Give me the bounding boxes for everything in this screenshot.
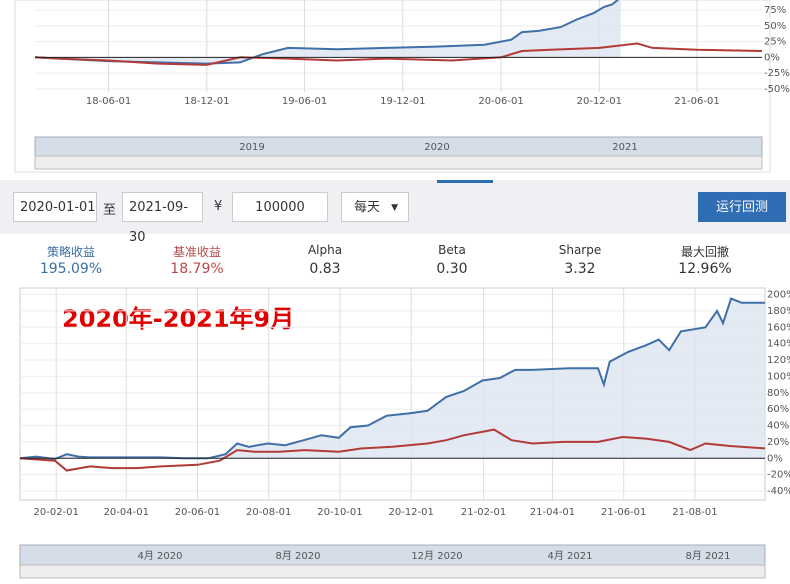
y-tick-label: 200% — [767, 290, 790, 301]
x-tick-label: 20-10-01 — [317, 507, 362, 518]
navigator-label: 2021 — [612, 142, 637, 153]
x-tick-label: 18-12-01 — [184, 96, 229, 107]
frequency[interactable]: 每天 ▼ — [341, 192, 409, 222]
x-tick-label: 21-06-01 — [674, 96, 719, 107]
x-tick-label: 20-06-01 — [478, 96, 523, 107]
x-tick-label: 19-12-01 — [380, 96, 425, 107]
x-tick-label: 20-06-01 — [175, 507, 220, 518]
stat-value: 18.79% — [170, 261, 224, 277]
top-frame — [14, 0, 771, 173]
stat-label: Sharpe — [558, 243, 602, 257]
x-tick-label: 20-12-01 — [577, 96, 622, 107]
x-tick-label: 20-12-01 — [388, 507, 433, 518]
series-line — [20, 297, 765, 461]
x-tick-label: 19-06-01 — [282, 96, 327, 107]
y-tick-label: 140% — [767, 339, 790, 350]
y-tick-label: -50% — [764, 84, 790, 95]
start-date[interactable]: 2020-01-01 — [13, 192, 97, 222]
x-tick-label: 20-08-01 — [246, 507, 291, 518]
y-tick-label: -20% — [767, 470, 790, 481]
series-line — [20, 428, 765, 472]
navigator-label: 4月 2020 — [138, 550, 183, 562]
x-tick-label: 20-04-01 — [104, 507, 149, 518]
navigator-bottom — [19, 544, 766, 566]
x-tick-label: 21-08-01 — [672, 507, 717, 518]
x-tick-label: 21-02-01 — [461, 507, 506, 518]
stat-label: Beta — [438, 243, 466, 257]
stat-value: 0.30 — [436, 261, 468, 277]
run-button[interactable]: 运行回测 — [698, 192, 786, 222]
x-tick-label: 21-06-01 — [601, 507, 646, 518]
y-tick-label: 160% — [767, 322, 790, 333]
tab-indicator — [437, 180, 493, 183]
stat-label: Alpha — [307, 243, 343, 257]
stat-value: 0.83 — [309, 261, 341, 277]
plot — [35, 0, 762, 66]
y-tick-label: 20% — [767, 437, 789, 448]
x-tick-label: 20-02-01 — [34, 507, 79, 518]
navigator-label: 2020 — [424, 142, 449, 153]
stat-label: 策略收益 — [46, 245, 95, 259]
navigator-label: 4月 2021 — [548, 550, 593, 562]
y-tick-label: 180% — [767, 306, 790, 317]
y-tick-label: 0% — [764, 52, 780, 63]
scrollbar-top[interactable] — [34, 155, 763, 170]
scrollbar-bottom[interactable] — [19, 564, 766, 579]
y-tick-label: -40% — [767, 486, 790, 497]
annotation: 2020年-2021年9月 — [62, 305, 294, 333]
to-label: 至 — [103, 203, 117, 218]
series-line — [35, 42, 762, 66]
series-line — [35, 0, 620, 65]
y-tick-label: 50% — [764, 21, 786, 32]
y-tick-label: 0% — [767, 453, 783, 464]
end-date[interactable]: 2021-09-30 — [122, 192, 203, 245]
stat-label: 最大回撤 — [680, 245, 729, 259]
dropdown-arrow: ▼ — [391, 203, 398, 213]
stat-value: 3.32 — [564, 261, 596, 277]
currency: ¥ — [214, 199, 223, 214]
area-fill — [35, 0, 621, 64]
x-tick-label: 21-04-01 — [530, 507, 575, 518]
y-tick-label: 75% — [764, 5, 786, 16]
navigator-label: 8月 2021 — [686, 550, 731, 562]
y-tick-label: 80% — [767, 388, 789, 399]
navigator-label: 12月 2020 — [411, 550, 462, 562]
capital[interactable]: 100000 — [232, 192, 328, 222]
x-tick-label: 18-06-01 — [86, 96, 131, 107]
plot — [20, 297, 765, 472]
y-tick-label: 25% — [764, 37, 786, 48]
navigator-label: 8月 2020 — [276, 550, 321, 562]
stat-label: 基准收益 — [172, 245, 221, 259]
stat-value: 12.96% — [678, 261, 732, 277]
y-tick-label: -25% — [764, 68, 790, 79]
area-fill — [20, 298, 765, 460]
y-tick-label: 100% — [767, 371, 790, 382]
navigator-top — [34, 136, 763, 157]
navigator-label: 2019 — [239, 142, 264, 153]
y-tick-label: 40% — [767, 421, 789, 432]
y-tick-label: 60% — [767, 404, 789, 415]
frequency-value: 每天 — [354, 200, 381, 215]
stat-value: 195.09% — [39, 261, 103, 277]
y-tick-label: 120% — [767, 355, 790, 366]
